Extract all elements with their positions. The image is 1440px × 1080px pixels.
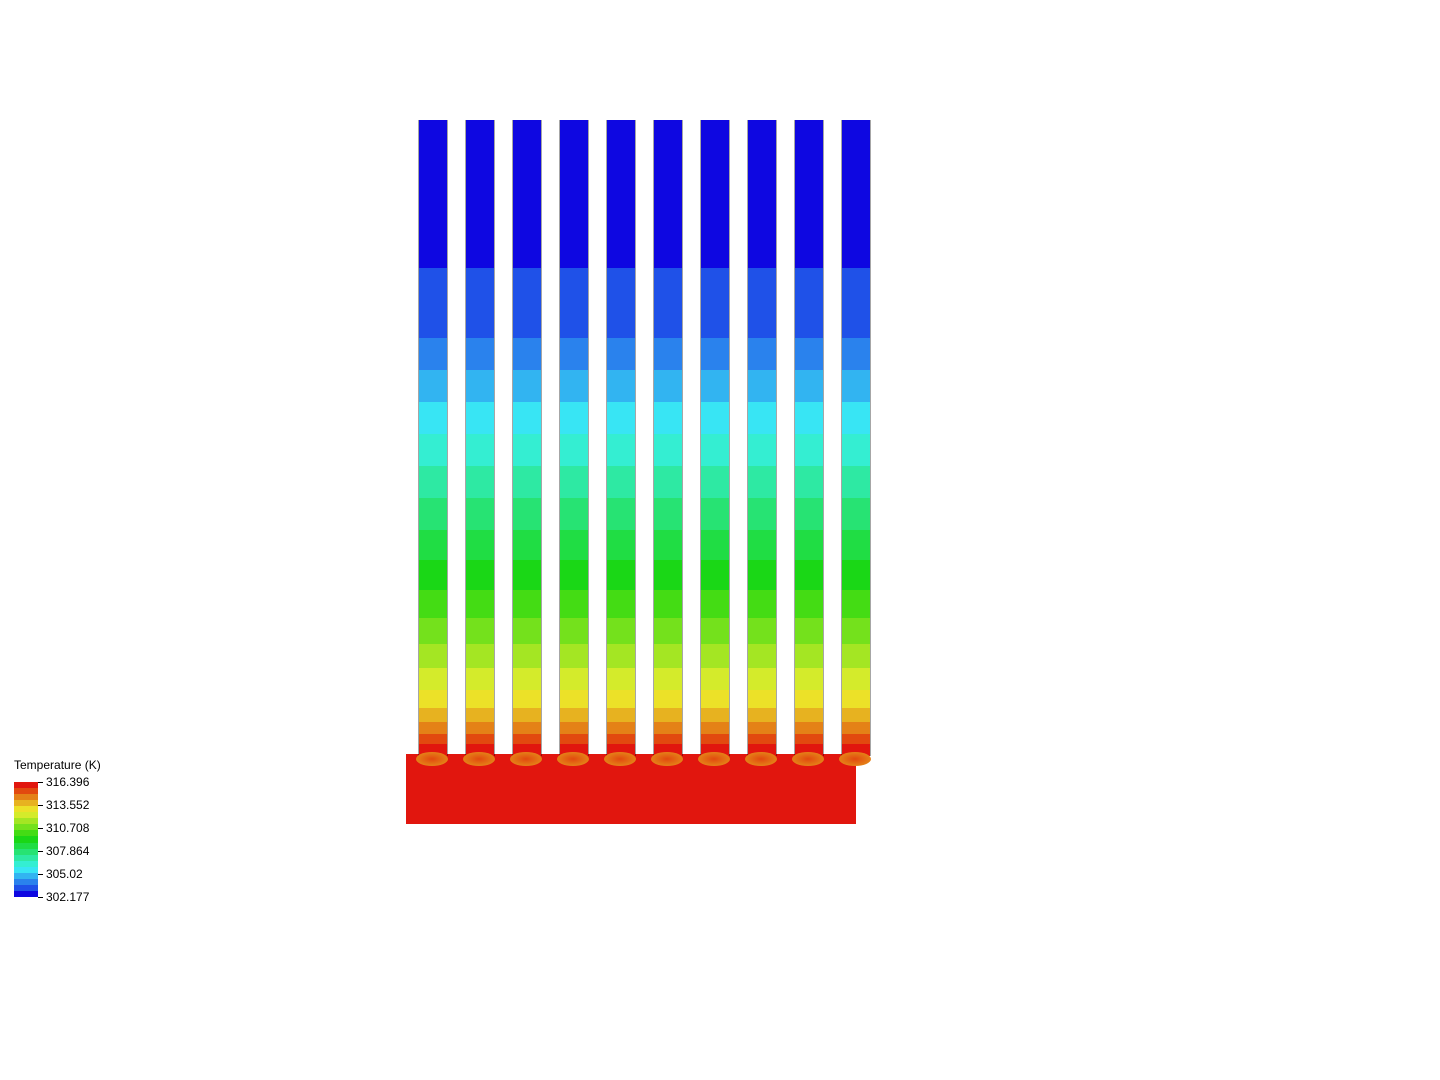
fin-7	[747, 120, 777, 756]
base-plume-4	[604, 752, 636, 766]
base-plume-9	[839, 752, 871, 766]
legend-label-3: 307.864	[46, 844, 89, 858]
legend-tick-1	[38, 805, 43, 806]
base-plume-6	[698, 752, 730, 766]
base-plume-3	[557, 752, 589, 766]
legend-title: Temperature (K)	[14, 758, 101, 772]
fin-5	[653, 120, 683, 756]
base-plume-5	[651, 752, 683, 766]
legend-tick-0	[38, 782, 43, 783]
legend-bar	[14, 782, 38, 897]
legend-label-2: 310.708	[46, 821, 89, 835]
fin-9	[841, 120, 871, 756]
legend-tick-3	[38, 851, 43, 852]
legend-label-5: 302.177	[46, 890, 89, 904]
fin-0	[418, 120, 448, 756]
legend-label-0: 316.396	[46, 775, 89, 789]
simulation-view: Temperature (K) 316.396 313.552 310.708 307…	[0, 0, 1440, 1080]
legend-tick-4	[38, 874, 43, 875]
base-plume-2	[510, 752, 542, 766]
legend-tick-2	[38, 828, 43, 829]
fin-2	[512, 120, 542, 756]
base-plume-0	[416, 752, 448, 766]
legend-label-1: 313.552	[46, 798, 89, 812]
legend-label-4: 305.02	[46, 867, 83, 881]
legend-tick-5	[38, 897, 43, 898]
base-plume-8	[792, 752, 824, 766]
fin-8	[794, 120, 824, 756]
fin-3	[559, 120, 589, 756]
base-plume-7	[745, 752, 777, 766]
fin-1	[465, 120, 495, 756]
fin-4	[606, 120, 636, 756]
fin-6	[700, 120, 730, 756]
base-plume-1	[463, 752, 495, 766]
